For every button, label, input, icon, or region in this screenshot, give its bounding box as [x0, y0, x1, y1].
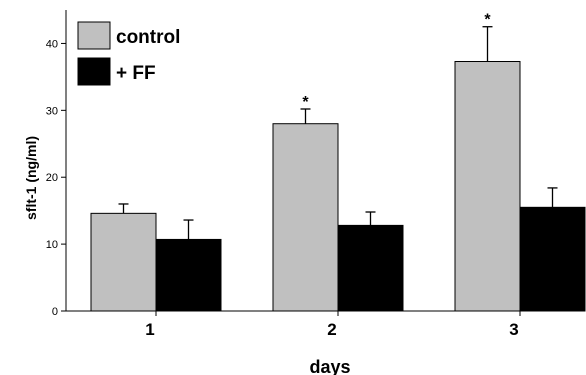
significance-marker: *	[302, 94, 309, 111]
bar	[90, 212, 157, 312]
legend-swatch	[77, 21, 111, 50]
y-axis-title: sflt-1 (ng/ml)	[23, 136, 39, 220]
significance-marker: *	[484, 12, 491, 29]
y-axis: 0 10 20 30 40	[46, 10, 67, 318]
x-tick-label: 3	[509, 320, 518, 339]
legend: control + FF	[77, 21, 180, 86]
y-tick-label: 40	[46, 38, 58, 50]
y-tick-label: 20	[46, 172, 58, 184]
bar	[519, 206, 586, 312]
legend-label: control	[116, 27, 180, 48]
bar	[155, 238, 222, 312]
x-axis-title: days	[309, 357, 350, 375]
bar	[454, 61, 521, 312]
bars: **	[90, 12, 586, 312]
x-tick-label: 2	[327, 320, 336, 339]
legend-label: + FF	[116, 63, 156, 84]
bar	[272, 123, 339, 312]
legend-swatch	[77, 57, 111, 86]
bar	[337, 224, 404, 312]
x-tick-label: 1	[145, 320, 154, 339]
y-tick-label: 10	[46, 239, 58, 251]
x-axis: 1 2 3	[66, 310, 575, 339]
y-tick-label: 30	[46, 105, 58, 117]
y-tick-label: 0	[52, 306, 58, 318]
